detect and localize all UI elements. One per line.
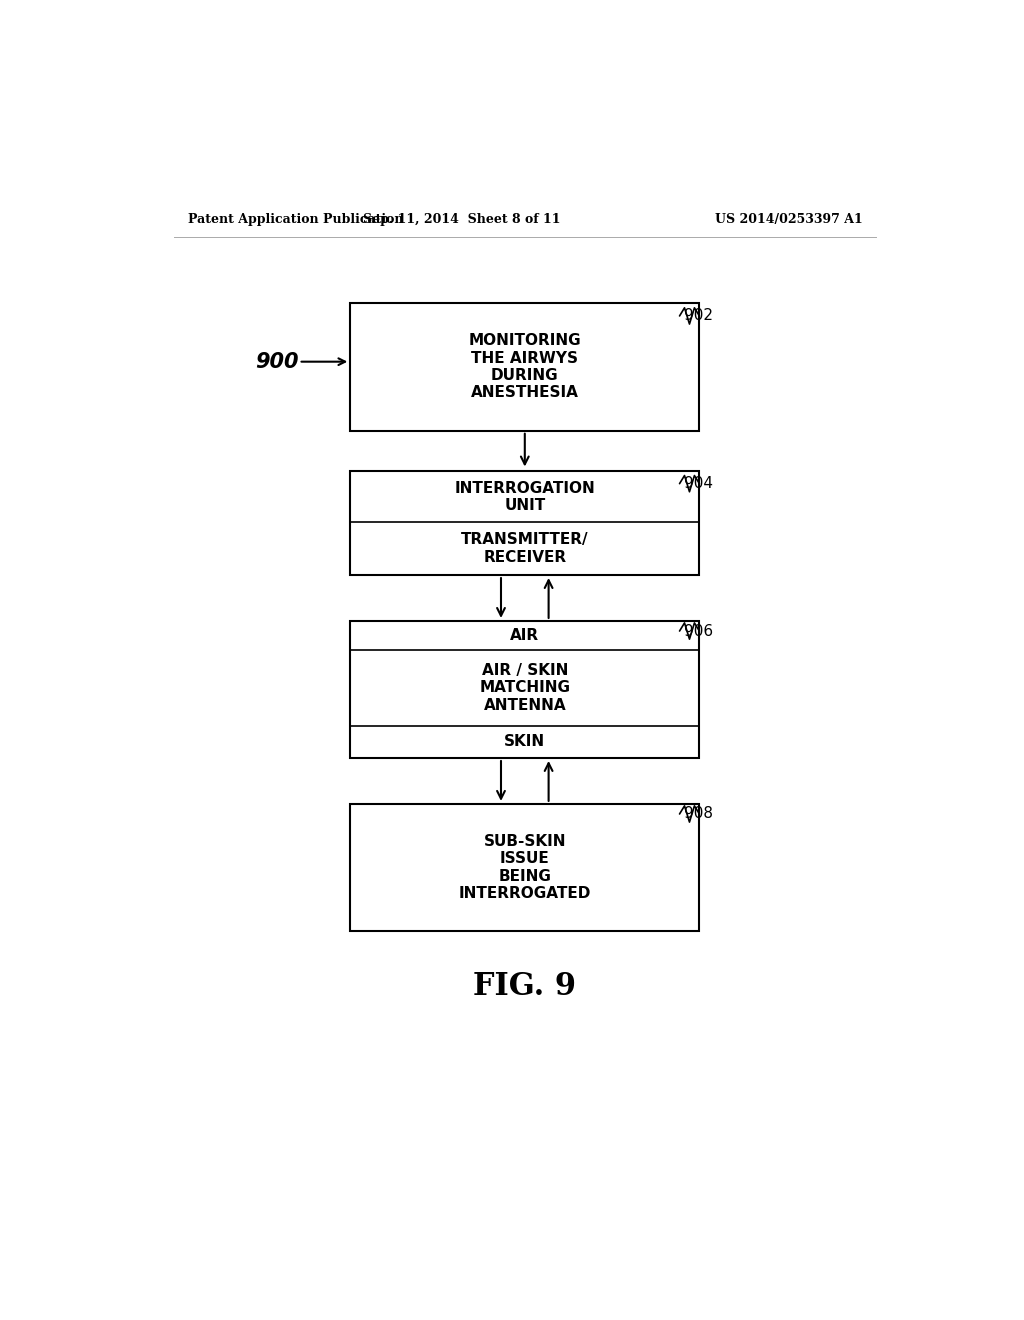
- Text: TRANSMITTER/
RECEIVER: TRANSMITTER/ RECEIVER: [461, 532, 589, 565]
- Bar: [350, 620, 699, 758]
- Text: 900: 900: [255, 351, 298, 372]
- Text: US 2014/0253397 A1: US 2014/0253397 A1: [715, 213, 863, 226]
- Text: Sep. 11, 2014  Sheet 8 of 11: Sep. 11, 2014 Sheet 8 of 11: [362, 213, 560, 226]
- Text: INTERROGATION
UNIT: INTERROGATION UNIT: [455, 480, 595, 513]
- Text: SKIN: SKIN: [504, 734, 546, 750]
- Text: MONITORING
THE AIRWYS
DURING
ANESTHESIA: MONITORING THE AIRWYS DURING ANESTHESIA: [469, 333, 581, 400]
- Bar: [350, 804, 699, 931]
- Text: SUB-SKIN
ISSUE
BEING
INTERROGATED: SUB-SKIN ISSUE BEING INTERROGATED: [459, 834, 591, 902]
- Text: 908: 908: [684, 807, 713, 821]
- Text: Patent Application Publication: Patent Application Publication: [187, 213, 403, 226]
- Text: AIR: AIR: [510, 628, 540, 643]
- Bar: [350, 302, 699, 430]
- Text: FIG. 9: FIG. 9: [473, 972, 577, 1002]
- Text: AIR / SKIN
MATCHING
ANTENNA: AIR / SKIN MATCHING ANTENNA: [479, 663, 570, 713]
- Text: 906: 906: [684, 623, 713, 639]
- Text: 902: 902: [684, 309, 713, 323]
- Text: 904: 904: [684, 477, 713, 491]
- Bar: [350, 471, 699, 576]
